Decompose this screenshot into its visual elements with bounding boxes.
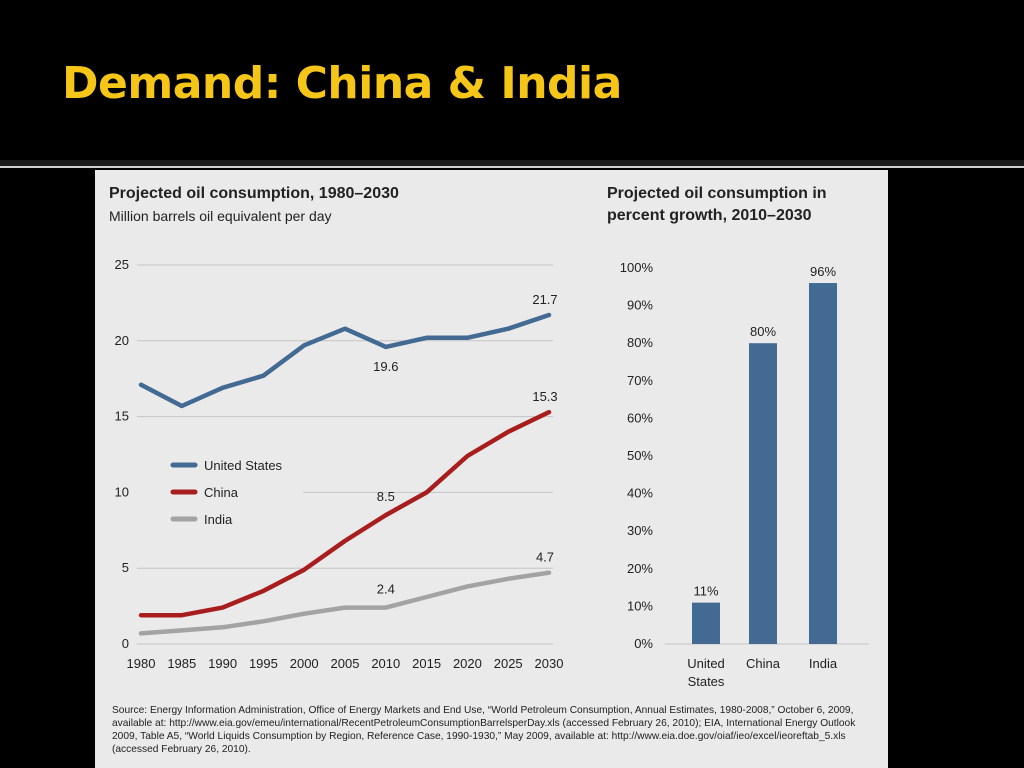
bar-category-label: China xyxy=(746,656,781,671)
bar-chart-y-tick-label: 100% xyxy=(620,260,654,275)
line-chart-x-tick-label: 1995 xyxy=(249,656,278,671)
line-chart-y-tick-label: 0 xyxy=(122,636,129,651)
line-chart-y-ticks: 0 5 10 15 20 25 xyxy=(115,257,129,651)
data-label: 21.7 xyxy=(532,292,557,307)
data-label: 8.5 xyxy=(377,489,395,504)
line-chart-x-tick-label: 1980 xyxy=(127,656,156,671)
line-chart-x-tick-label: 2000 xyxy=(290,656,319,671)
legend-label-india: India xyxy=(204,512,233,527)
bar-chart-y-tick-label: 10% xyxy=(627,598,653,613)
legend-label-united-states: United States xyxy=(204,458,283,473)
bar-chart-y-tick-label: 90% xyxy=(627,298,653,313)
slide-header: Demand: China & India xyxy=(0,0,1024,160)
bar-chart-y-tick-label: 30% xyxy=(627,523,653,538)
line-chart-y-tick-label: 5 xyxy=(122,560,129,575)
bar-chart-y-tick-label: 40% xyxy=(627,486,653,501)
bar-chart-y-tick-label: 20% xyxy=(627,561,653,576)
series-line-india xyxy=(138,570,552,636)
bar-category-label: United xyxy=(687,656,725,671)
header-divider-line xyxy=(0,166,1024,168)
line-chart-x-tick-label: 2020 xyxy=(453,656,482,671)
line-chart-grid xyxy=(137,264,553,645)
bar-chart-y-tick-label: 0% xyxy=(634,636,653,651)
bar-chart-bars: 11% 80% 96% xyxy=(692,264,837,644)
line-chart-series xyxy=(138,312,552,636)
line-chart-x-tick-label: 1990 xyxy=(208,656,237,671)
data-label: 2.4 xyxy=(377,582,395,597)
line-chart-y-tick-label: 20 xyxy=(115,333,129,348)
bar-chart-title-line-1: Projected oil consumption in xyxy=(607,185,827,202)
line-chart-legend: United States China India xyxy=(170,458,283,527)
line-chart-y-tick-label: 10 xyxy=(115,484,129,499)
bar-chart-categories: United States China India xyxy=(687,656,838,689)
line-chart-title: Projected oil consumption, 1980–2030 xyxy=(109,185,399,202)
bar-chart-y-tick-label: 80% xyxy=(627,335,653,350)
bar-value-label: 11% xyxy=(693,584,718,599)
bar-value-label: 80% xyxy=(750,324,776,339)
line-chart-x-tick-label: 2025 xyxy=(494,656,523,671)
series-line-united-states xyxy=(138,312,552,409)
line-chart-x-tick-label: 1985 xyxy=(167,656,196,671)
legend-label-china: China xyxy=(204,485,239,500)
source-note: Source: Energy Information Administratio… xyxy=(112,705,856,756)
line-chart-y-tick-label: 25 xyxy=(115,257,129,272)
header-divider xyxy=(0,160,1024,166)
bar-category-label: States xyxy=(688,674,725,689)
figure-panel: Projected oil consumption, 1980–2030 Mil… xyxy=(95,170,888,768)
line-chart-x-tick-label: 2015 xyxy=(412,656,441,671)
series-line-china xyxy=(138,409,552,618)
bar-china xyxy=(749,343,777,644)
bar-chart-y-tick-label: 70% xyxy=(627,373,653,388)
bar-value-label: 96% xyxy=(810,264,836,279)
line-chart-subtitle: Million barrels oil equivalent per day xyxy=(109,208,332,224)
line-chart-x-ticks: 1980 1985 1990 1995 2000 2005 2010 2015 2020 2025… xyxy=(127,656,564,671)
bar-category-label: India xyxy=(809,656,838,671)
line-chart-y-tick-label: 15 xyxy=(115,409,129,424)
data-label: 15.3 xyxy=(532,389,557,404)
slide-title: Demand: China & India xyxy=(62,58,622,109)
line-chart-x-tick-label: 2030 xyxy=(535,656,564,671)
line-chart-annotations: 19.6 21.7 8.5 15.3 2.4 4.7 xyxy=(373,292,558,597)
line-chart-x-tick-label: 2005 xyxy=(331,656,360,671)
bar-india xyxy=(809,283,837,644)
bar-united-states xyxy=(692,602,720,644)
line-chart-x-tick-label: 2010 xyxy=(371,656,400,671)
bar-chart-y-tick-label: 60% xyxy=(627,410,653,425)
bar-chart-title-line-2: percent growth, 2010–2030 xyxy=(607,207,812,224)
data-label: 4.7 xyxy=(536,550,554,565)
charts-svg: Projected oil consumption, 1980–2030 Mil… xyxy=(109,185,869,689)
data-label: 19.6 xyxy=(373,359,398,374)
bar-chart-y-tick-label: 50% xyxy=(627,448,653,463)
